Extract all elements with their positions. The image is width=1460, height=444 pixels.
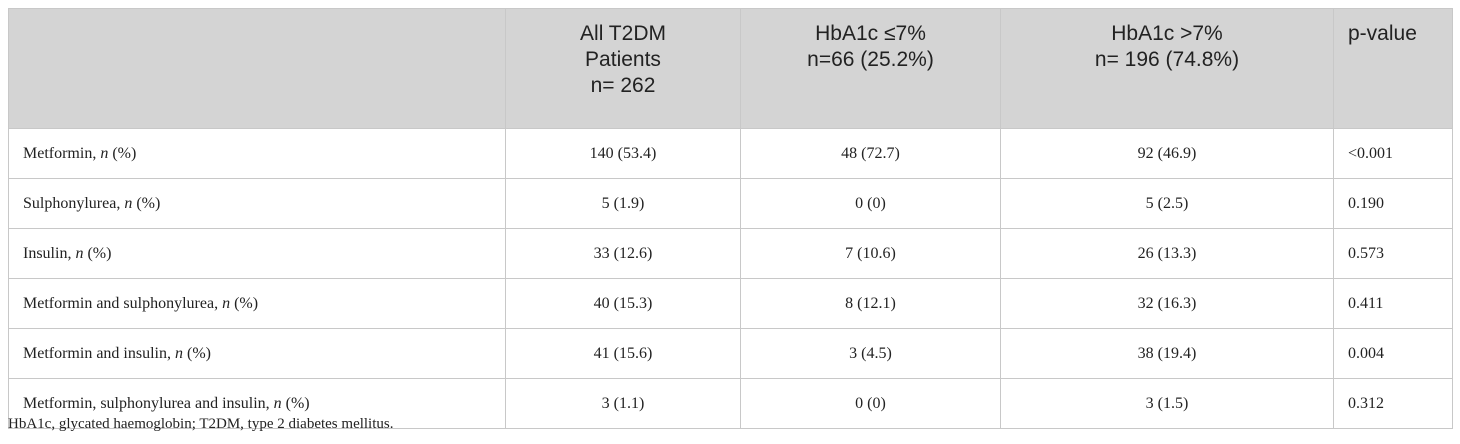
- row-label: Metformin and insulin,: [23, 344, 171, 362]
- table-row: Metformin, n (%) 140 (53.4) 48 (72.7) 92 (46.…: [8, 128, 1453, 179]
- table-body: Metformin, n (%) 140 (53.4) 48 (72.7) 92 (46.…: [8, 128, 1453, 429]
- table-row: Metformin and sulphonylurea, n (%) 40 (15.3…: [8, 278, 1453, 329]
- table-cell: 8 (12.1): [740, 278, 1001, 329]
- row-label-cell: Metformin and insulin, n (%): [8, 328, 506, 379]
- table-row: Metformin, sulphonylurea and insulin, n (%…: [8, 378, 1453, 429]
- row-label-cell: Metformin, n (%): [8, 128, 506, 179]
- row-label: Metformin,: [23, 144, 97, 162]
- row-unit: n: [100, 144, 109, 162]
- header-row: All T2DM Patients n= 262 HbA1c ≤7% n=66 (25.…: [8, 8, 1453, 129]
- table-cell: 40 (15.3): [505, 278, 741, 329]
- row-label-cell: Metformin, sulphonylurea and insulin, n (%…: [8, 378, 506, 429]
- footnote: HbA1c, glycated haemoglobin; T2DM, type …: [8, 416, 394, 432]
- header-text: HbA1c ≤7%: [815, 22, 926, 45]
- table-row: Metformin and insulin, n (%) 41 (15.6) 3 (4.…: [8, 328, 1453, 379]
- row-label: Sulphonylurea,: [23, 194, 121, 212]
- table-cell: 26 (13.3): [1000, 228, 1334, 279]
- table-cell: 32 (16.3): [1000, 278, 1334, 329]
- row-label: Metformin and sulphonylurea,: [23, 294, 219, 312]
- table-cell: 0 (0): [740, 178, 1001, 229]
- row-label-cell: Insulin, n (%): [8, 228, 506, 279]
- table-cell: 3 (1.1): [505, 378, 741, 429]
- row-suffix: (%): [285, 394, 310, 412]
- row-suffix: (%): [234, 294, 259, 312]
- row-suffix: (%): [87, 244, 112, 262]
- row-label: Insulin,: [23, 244, 72, 262]
- table-cell: 140 (53.4): [505, 128, 741, 179]
- table-cell: 48 (72.7): [740, 128, 1001, 179]
- row-unit: n: [273, 394, 282, 412]
- table-cell: 38 (19.4): [1000, 328, 1334, 379]
- table-cell: 5 (1.9): [505, 178, 741, 229]
- row-suffix: (%): [112, 144, 137, 162]
- row-suffix: (%): [186, 344, 211, 362]
- table-cell: 0.004: [1333, 328, 1453, 379]
- table-cell: 0 (0): [740, 378, 1001, 429]
- table-row: Sulphonylurea, n (%) 5 (1.9) 0 (0) 5 (2.5) 0.1…: [8, 178, 1453, 229]
- table-cell: 0.312: [1333, 378, 1453, 429]
- header-text: n= 196 (74.8%): [1094, 48, 1240, 71]
- table-cell: 41 (15.6): [505, 328, 741, 379]
- row-unit: n: [124, 194, 133, 212]
- row-label: Metformin, sulphonylurea and insulin,: [23, 394, 270, 412]
- row-unit: n: [222, 294, 231, 312]
- header-cell: All T2DM Patients n= 262: [505, 8, 741, 129]
- table-cell: 92 (46.9): [1000, 128, 1334, 179]
- table-cell: 0.573: [1333, 228, 1453, 279]
- table-cell: 0.411: [1333, 278, 1453, 329]
- row-label-cell: Metformin and sulphonylurea, n (%): [8, 278, 506, 329]
- header-text: n=66 (25.2%): [807, 48, 934, 71]
- row-label-cell: Sulphonylurea, n (%): [8, 178, 506, 229]
- table-cell: 3 (4.5): [740, 328, 1001, 379]
- table-cell: 0.190: [1333, 178, 1453, 229]
- header-cell: HbA1c >7% n= 196 (74.8%): [1000, 8, 1334, 129]
- header-cell: HbA1c ≤7% n=66 (25.2%): [740, 8, 1001, 129]
- data-table: All T2DM Patients n= 262 HbA1c ≤7% n=66 (25.…: [8, 8, 1453, 429]
- table-cell: 33 (12.6): [505, 228, 741, 279]
- row-suffix: (%): [136, 194, 161, 212]
- header-text: p-value: [1348, 22, 1417, 45]
- table-cell: <0.001: [1333, 128, 1453, 179]
- header-cell: [8, 8, 506, 129]
- header-text: HbA1c >7%: [1111, 22, 1223, 45]
- header-text: All T2DM: [580, 22, 666, 45]
- table-row: Insulin, n (%) 33 (12.6) 7 (10.6) 26 (13.3) 0.…: [8, 228, 1453, 279]
- table-cell: 3 (1.5): [1000, 378, 1334, 429]
- row-unit: n: [75, 244, 84, 262]
- header-cell: p-value: [1333, 8, 1453, 129]
- table-cell: 5 (2.5): [1000, 178, 1334, 229]
- table-cell: 7 (10.6): [740, 228, 1001, 279]
- row-unit: n: [174, 344, 183, 362]
- header-text: Patients: [585, 48, 661, 71]
- header-text: n= 262: [590, 74, 656, 97]
- table-header: All T2DM Patients n= 262 HbA1c ≤7% n=66 (25.…: [8, 8, 1453, 129]
